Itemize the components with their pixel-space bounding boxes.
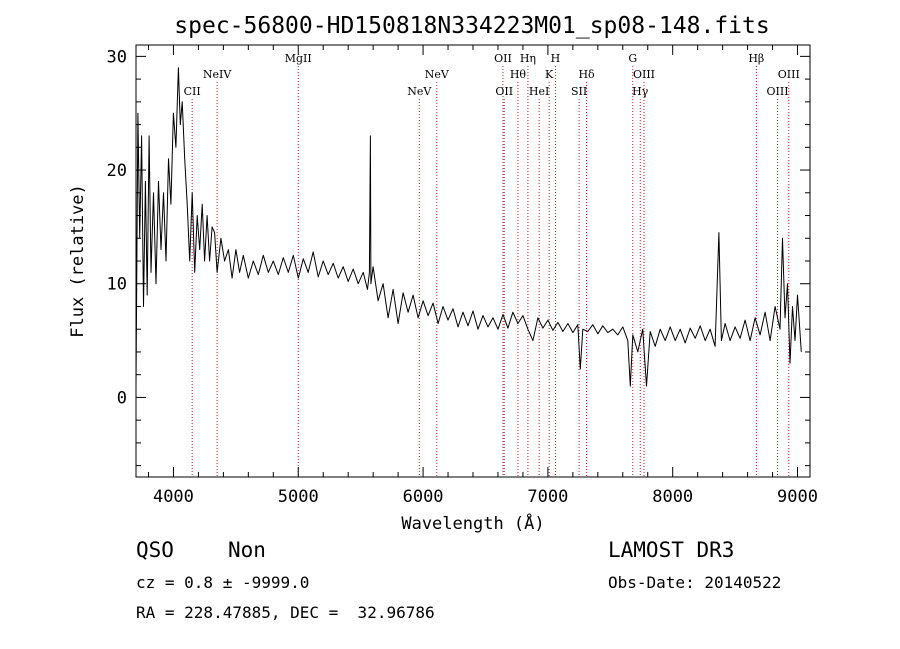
line-marker-label-14: G bbox=[628, 52, 637, 65]
line-marker-label-11: H bbox=[551, 52, 561, 65]
chart-title: spec-56800-HD150818N334223M01_sp08-148.f… bbox=[174, 13, 769, 39]
x-tick-label-1: 5000 bbox=[278, 487, 319, 507]
line-marker-label-17: Hβ bbox=[748, 52, 764, 65]
y-tick-label-3: 30 bbox=[107, 47, 127, 67]
line-marker-label-8: Hη bbox=[520, 52, 536, 65]
y-tick-label-2: 20 bbox=[107, 161, 127, 181]
spectrum-series bbox=[135, 67, 802, 387]
x-tick-label-3: 7000 bbox=[527, 487, 568, 507]
line-marker-label-3: NeV bbox=[407, 85, 432, 98]
spectrum-line-0 bbox=[135, 67, 802, 387]
line-marker-label-6: OII bbox=[495, 85, 513, 98]
ra-dec-coordinates: RA = 228.47885, DEC = 32.96786 bbox=[136, 603, 435, 622]
plot-frame bbox=[135, 44, 811, 478]
line-marker-label-1: NeIV bbox=[203, 68, 232, 81]
x-tick-label-5: 9000 bbox=[777, 487, 818, 507]
x-axis-label: Wavelength (Å) bbox=[401, 512, 544, 534]
line-marker-label-0: CII bbox=[184, 85, 201, 98]
x-tick-label-0: 4000 bbox=[153, 487, 194, 507]
y-axis-label: Flux (relative) bbox=[68, 184, 88, 338]
object-subclass: Non bbox=[228, 538, 266, 562]
survey-name: LAMOST DR3 bbox=[608, 538, 735, 562]
line-marker-label-15: Hγ bbox=[632, 85, 649, 98]
line-marker-label-2: MgII bbox=[285, 52, 312, 65]
object-class: QSO bbox=[136, 538, 174, 562]
y-tick-label-0: 0 bbox=[117, 388, 127, 408]
x-tick-label-2: 6000 bbox=[403, 487, 444, 507]
line-marker-label-18: OIII bbox=[767, 85, 789, 98]
line-marker-label-7: Hθ bbox=[510, 68, 527, 81]
line-marker-label-10: K bbox=[545, 68, 554, 81]
redshift-cz: cz = 0.8 ± -9999.0 bbox=[136, 573, 310, 592]
x-tick-label-4: 8000 bbox=[652, 487, 693, 507]
line-marker-label-16: OIII bbox=[633, 68, 655, 81]
observation-date: Obs-Date: 20140522 bbox=[608, 573, 782, 592]
line-marker-label-12: SII bbox=[571, 85, 587, 98]
line-marker-label-4: NeV bbox=[425, 68, 450, 81]
line-marker-label-19: OIII bbox=[778, 68, 800, 81]
y-tick-label-1: 10 bbox=[107, 275, 127, 295]
line-marker-label-5: OII bbox=[494, 52, 512, 65]
line-marker-label-9: HeI bbox=[529, 85, 549, 98]
x-axis-ticks: 4000 5000 6000 7000 8000 9000 bbox=[147, 45, 818, 507]
line-marker-label-13: Hδ bbox=[578, 68, 595, 81]
y-axis-ticks: 0 10 20 30 bbox=[107, 47, 810, 467]
